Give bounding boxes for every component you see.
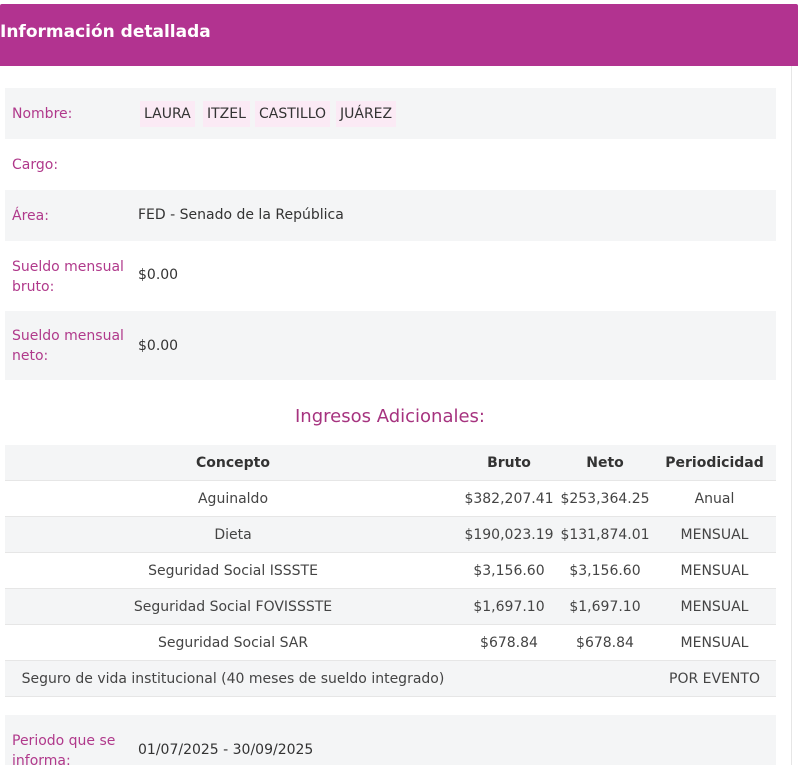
th-periodicidad: Periodicidad	[665, 455, 764, 471]
cell-periodicidad: MENSUAL	[680, 563, 749, 579]
cell-periodicidad: Anual	[694, 491, 735, 507]
nombre-label: Nombre:	[12, 106, 73, 122]
sueldo-neto-label: Sueldo mensual neto:	[12, 328, 124, 364]
cell-bruto: $3,156.60	[473, 563, 545, 579]
nombre-fourth: JUÁREZ	[336, 101, 397, 127]
cell-neto: $678.84	[576, 635, 634, 651]
cell-concepto: Seguro de vida institucional (40 meses d…	[21, 671, 445, 687]
sueldo-neto-value: $0.00	[138, 338, 179, 354]
cell-periodicidad: MENSUAL	[680, 599, 749, 615]
area-label: Área:	[12, 208, 49, 224]
sueldo-bruto-label: Sueldo mensual bruto:	[12, 259, 124, 295]
cell-neto: $253,364.25	[560, 491, 650, 507]
cell-neto: $1,697.10	[569, 599, 641, 615]
nombre-first: LAURA	[140, 101, 195, 127]
cell-periodicidad: MENSUAL	[680, 635, 749, 651]
cell-concepto: Seguridad Social ISSSTE	[148, 563, 318, 579]
cell-bruto: $1,697.10	[473, 599, 545, 615]
area-value: FED - Senado de la República	[138, 207, 344, 223]
th-neto: Neto	[586, 455, 624, 471]
table-row: Seguridad Social FOVISSSTE $1,697.10 $1,…	[5, 589, 776, 625]
header-title: Información detallada	[0, 22, 211, 42]
periodo-value: 01/07/2025 - 30/09/2025	[138, 742, 314, 758]
cell-concepto: Seguridad Social SAR	[157, 635, 309, 651]
cell-neto: $131,874.01	[560, 527, 650, 543]
cell-concepto: Seguridad Social FOVISSSTE	[133, 599, 333, 615]
table-row: Aguinaldo $382,207.41 $253,364.25 Anual	[5, 481, 776, 517]
cell-periodicidad: MENSUAL	[680, 527, 749, 543]
row-cargo: Cargo:	[5, 139, 776, 190]
detail-header: Información detallada	[0, 4, 798, 66]
table-row: Seguridad Social ISSSTE $3,156.60 $3,156…	[5, 553, 776, 589]
row-nombre: Nombre: LAURA ITZEL CASTILLO JUÁREZ	[5, 88, 776, 139]
row-sueldo-neto: Sueldo mensual neto: $0.00	[5, 311, 776, 380]
th-concepto: Concepto	[196, 455, 270, 471]
table-row: Dieta $190,023.19 $131,874.01 MENSUAL	[5, 517, 776, 553]
cell-periodicidad: POR EVENTO	[669, 671, 760, 687]
cell-bruto: $190,023.19	[464, 527, 554, 543]
periodo-label: Periodo que se informa:	[12, 733, 116, 765]
cell-bruto: $382,207.41	[464, 491, 554, 507]
sueldo-bruto-value: $0.00	[138, 267, 179, 283]
table-header-row: Concepto Bruto Neto Periodicidad	[5, 445, 776, 481]
row-sueldo-bruto: Sueldo mensual bruto: $0.00	[5, 241, 776, 311]
nombre-second: ITZEL	[203, 101, 250, 127]
table-row: Seguridad Social SAR $678.84 $678.84 MEN…	[5, 625, 776, 661]
cell-bruto	[461, 661, 557, 697]
nombre-third: CASTILLO	[255, 101, 331, 127]
ingresos-title: Ingresos Adicionales:	[294, 406, 485, 427]
cell-neto: $3,156.60	[569, 563, 641, 579]
cell-bruto: $678.84	[480, 635, 538, 651]
cargo-label: Cargo:	[12, 157, 59, 173]
cell-neto	[557, 661, 653, 697]
row-area: Área: FED - Senado de la República	[5, 190, 776, 241]
th-bruto: Bruto	[487, 455, 531, 471]
table-row: Seguro de vida institucional (40 meses d…	[5, 661, 776, 697]
row-periodo: Periodo que se informa: 01/07/2025 - 30/…	[5, 715, 776, 765]
scrollbar-track[interactable]	[791, 66, 792, 765]
cell-concepto: Aguinaldo	[197, 491, 269, 507]
cell-concepto: Dieta	[214, 527, 252, 543]
